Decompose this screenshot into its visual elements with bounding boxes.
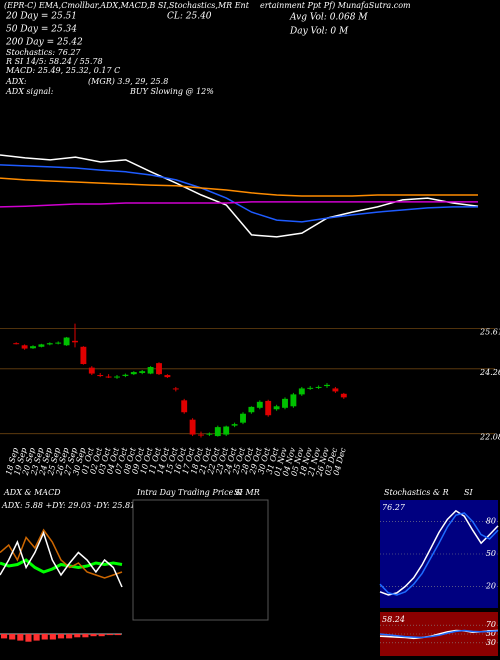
candle-body (88, 367, 95, 374)
bar (82, 634, 89, 638)
rsi: R SI 14/5: 58.24 / 55.78 (5, 57, 103, 66)
y-tick-label: 30 (486, 638, 496, 647)
adx-values: (MGR) 3.9, 29, 25.8 (88, 77, 168, 86)
bar (41, 634, 48, 640)
candle-body (63, 337, 70, 346)
candle-body (30, 346, 36, 349)
candle-body (265, 400, 272, 416)
candle-body (46, 343, 53, 345)
candle-body (332, 388, 339, 392)
avg-vol: Avg Vol: 0.068 M (289, 13, 368, 23)
stochastics: Stochastics: 76.27 (6, 48, 81, 57)
series-line (0, 177, 478, 197)
adx: ADX: (5, 77, 27, 86)
candle-body (139, 371, 146, 373)
candle-body (13, 343, 20, 345)
bar (17, 634, 24, 641)
candle-body (80, 346, 87, 365)
y-tick-label: 22.08 (479, 433, 500, 442)
series-line (379, 629, 499, 639)
candle-body (240, 413, 246, 423)
y-tick-label: 50 (486, 549, 496, 558)
bar (98, 634, 105, 637)
panel-title: ADX & MACD (3, 488, 61, 497)
panel-title: Intra Day Trading Price & MR (136, 488, 260, 497)
ma-50: 50 Day = 25.34 (6, 25, 77, 35)
candle-body (307, 387, 314, 389)
series-line (0, 530, 123, 588)
candle-body (72, 340, 78, 343)
bar (33, 634, 40, 641)
ma-20: 20 Day = 25.51 (5, 12, 77, 22)
bar (25, 634, 32, 642)
candle-body (21, 345, 28, 349)
candle-body (290, 394, 297, 407)
bar (1, 634, 8, 639)
header-studies: (EPR-C) EMA,Cmollbar,ADX,MACD,B SI,Stoch… (4, 1, 250, 10)
panel-annotation: 76.27 (382, 503, 406, 512)
panel-annotation: 58.24 (382, 615, 405, 624)
candle-body (164, 375, 171, 378)
candle-body (273, 406, 280, 410)
candle-body (122, 374, 129, 376)
bar (114, 634, 121, 636)
candle-body (223, 426, 230, 435)
y-tick-label: 80 (486, 517, 496, 526)
bar (90, 634, 97, 637)
candle-body (256, 401, 263, 408)
bar (57, 634, 65, 639)
y-tick-label: 24.26 (479, 368, 500, 377)
candle-body (231, 424, 238, 426)
candle-body (181, 400, 188, 413)
candle-body (55, 342, 62, 344)
candle-body (189, 419, 196, 435)
series-line (0, 154, 479, 238)
source: ertainment Ppt Pf) MunafaSutra.com (260, 1, 411, 10)
candle-body (324, 384, 330, 387)
bar (66, 634, 73, 639)
y-tick-label: 50 (486, 629, 496, 638)
series-line (0, 164, 478, 223)
adx-signal: ADX signal: (5, 87, 54, 96)
candle-body (147, 367, 154, 374)
candle-body (282, 398, 288, 408)
panel-title: Stochastics & R (384, 488, 449, 497)
candle-body (130, 372, 137, 375)
candle-body (248, 406, 255, 413)
bar (9, 634, 16, 640)
day-vol: Day Vol: 0 M (289, 27, 349, 37)
series-line (0, 201, 478, 208)
candle-body (172, 388, 179, 390)
bar (106, 634, 113, 636)
y-tick-label: 25.61 (479, 328, 500, 337)
candle-body (105, 376, 112, 378)
y-tick-label: 20 (485, 581, 496, 590)
close: CL: 25.40 (167, 12, 212, 22)
candle-body (298, 388, 305, 395)
ma-200: 200 Day = 25.42 (5, 38, 83, 48)
bar (74, 634, 81, 638)
series-line (379, 512, 499, 596)
panel-subtitle: SI (234, 488, 243, 497)
adx-signal-value: BUY Slowing @ 12% (129, 87, 214, 96)
panel-annotation: ADX: 5.88 +DY: 29.03 -DY: 25.81 (1, 501, 135, 510)
candle-body (97, 375, 104, 377)
series-line (379, 509, 499, 596)
candle-body (214, 427, 221, 437)
candle-body (198, 434, 204, 436)
y-tick-label: 70 (486, 620, 496, 629)
candle-body (340, 393, 347, 398)
panel-subtitle: SI (464, 488, 473, 497)
candle-body (156, 363, 162, 375)
candle-body (38, 344, 45, 347)
panel-frame (132, 499, 269, 621)
macd: MACD: 25.49, 25.32, 0.17 C (5, 66, 120, 75)
candle-body (206, 433, 213, 435)
candle-body (315, 386, 322, 388)
bar (49, 634, 56, 640)
candle-body (114, 376, 120, 378)
